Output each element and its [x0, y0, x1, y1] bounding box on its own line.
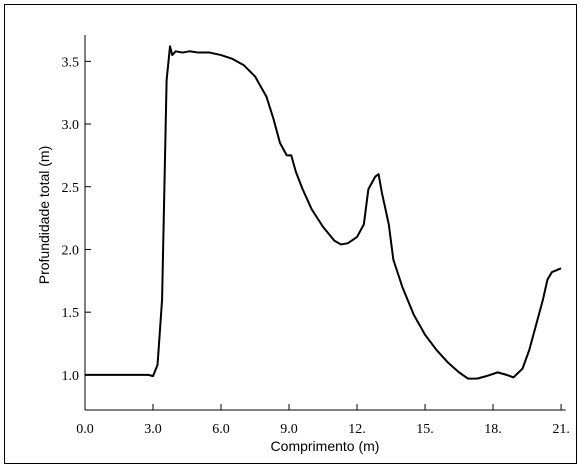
x-tick-label: 12. — [348, 422, 366, 437]
data-line — [85, 45, 562, 380]
y-tick-label: 1.5 — [62, 306, 80, 321]
x-axis-label: Comprimento (m) — [271, 438, 380, 454]
y-tick-label: 2.0 — [62, 243, 80, 258]
x-tick-label: 15. — [416, 422, 434, 437]
x-tick-label: 18. — [484, 422, 502, 437]
y-tick-label: 3.5 — [62, 55, 80, 70]
y-axis-label: Profundidade total (m) — [36, 146, 52, 285]
y-tick-label: 1.0 — [62, 369, 80, 384]
x-tick-label: 21. — [552, 422, 570, 437]
y-tick-label: 3.0 — [62, 118, 80, 133]
y-tick-label: 2.5 — [62, 181, 80, 196]
x-tick-label: 0.0 — [76, 422, 94, 437]
x-tick-label: 3.0 — [144, 422, 162, 437]
x-tick-label: 6.0 — [212, 422, 230, 437]
x-tick-label: 9.0 — [280, 422, 298, 437]
frame — [4, 4, 577, 464]
